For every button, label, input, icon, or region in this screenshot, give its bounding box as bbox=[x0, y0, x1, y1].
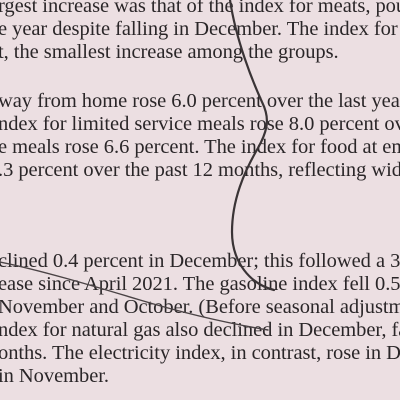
text-line: .3 percent over the past 12 months, refl… bbox=[0, 159, 400, 181]
text-line: ndex for limited service meals rose 8.0 … bbox=[0, 113, 400, 135]
text-line: ease since April 2021. The gasoline inde… bbox=[0, 273, 400, 295]
text-line: clined 0.4 percent in December; this fol… bbox=[0, 250, 400, 272]
text-line: e year despite falling in December. The … bbox=[0, 18, 400, 40]
text-line: way from home rose 6.0 percent over the … bbox=[0, 90, 400, 112]
text-line: ndex for natural gas also declined in De… bbox=[0, 319, 400, 341]
text-line: November and October. (Before seasonal a… bbox=[0, 296, 400, 318]
text-line: in November. bbox=[0, 365, 109, 387]
text-line: e meals rose 6.6 percent. The index for … bbox=[0, 136, 400, 158]
text-line: rgest increase was that of the index for… bbox=[0, 0, 400, 17]
text-line: t, the smallest increase among the group… bbox=[0, 41, 339, 63]
text-line: onths. The electricity index, in contras… bbox=[0, 342, 400, 364]
